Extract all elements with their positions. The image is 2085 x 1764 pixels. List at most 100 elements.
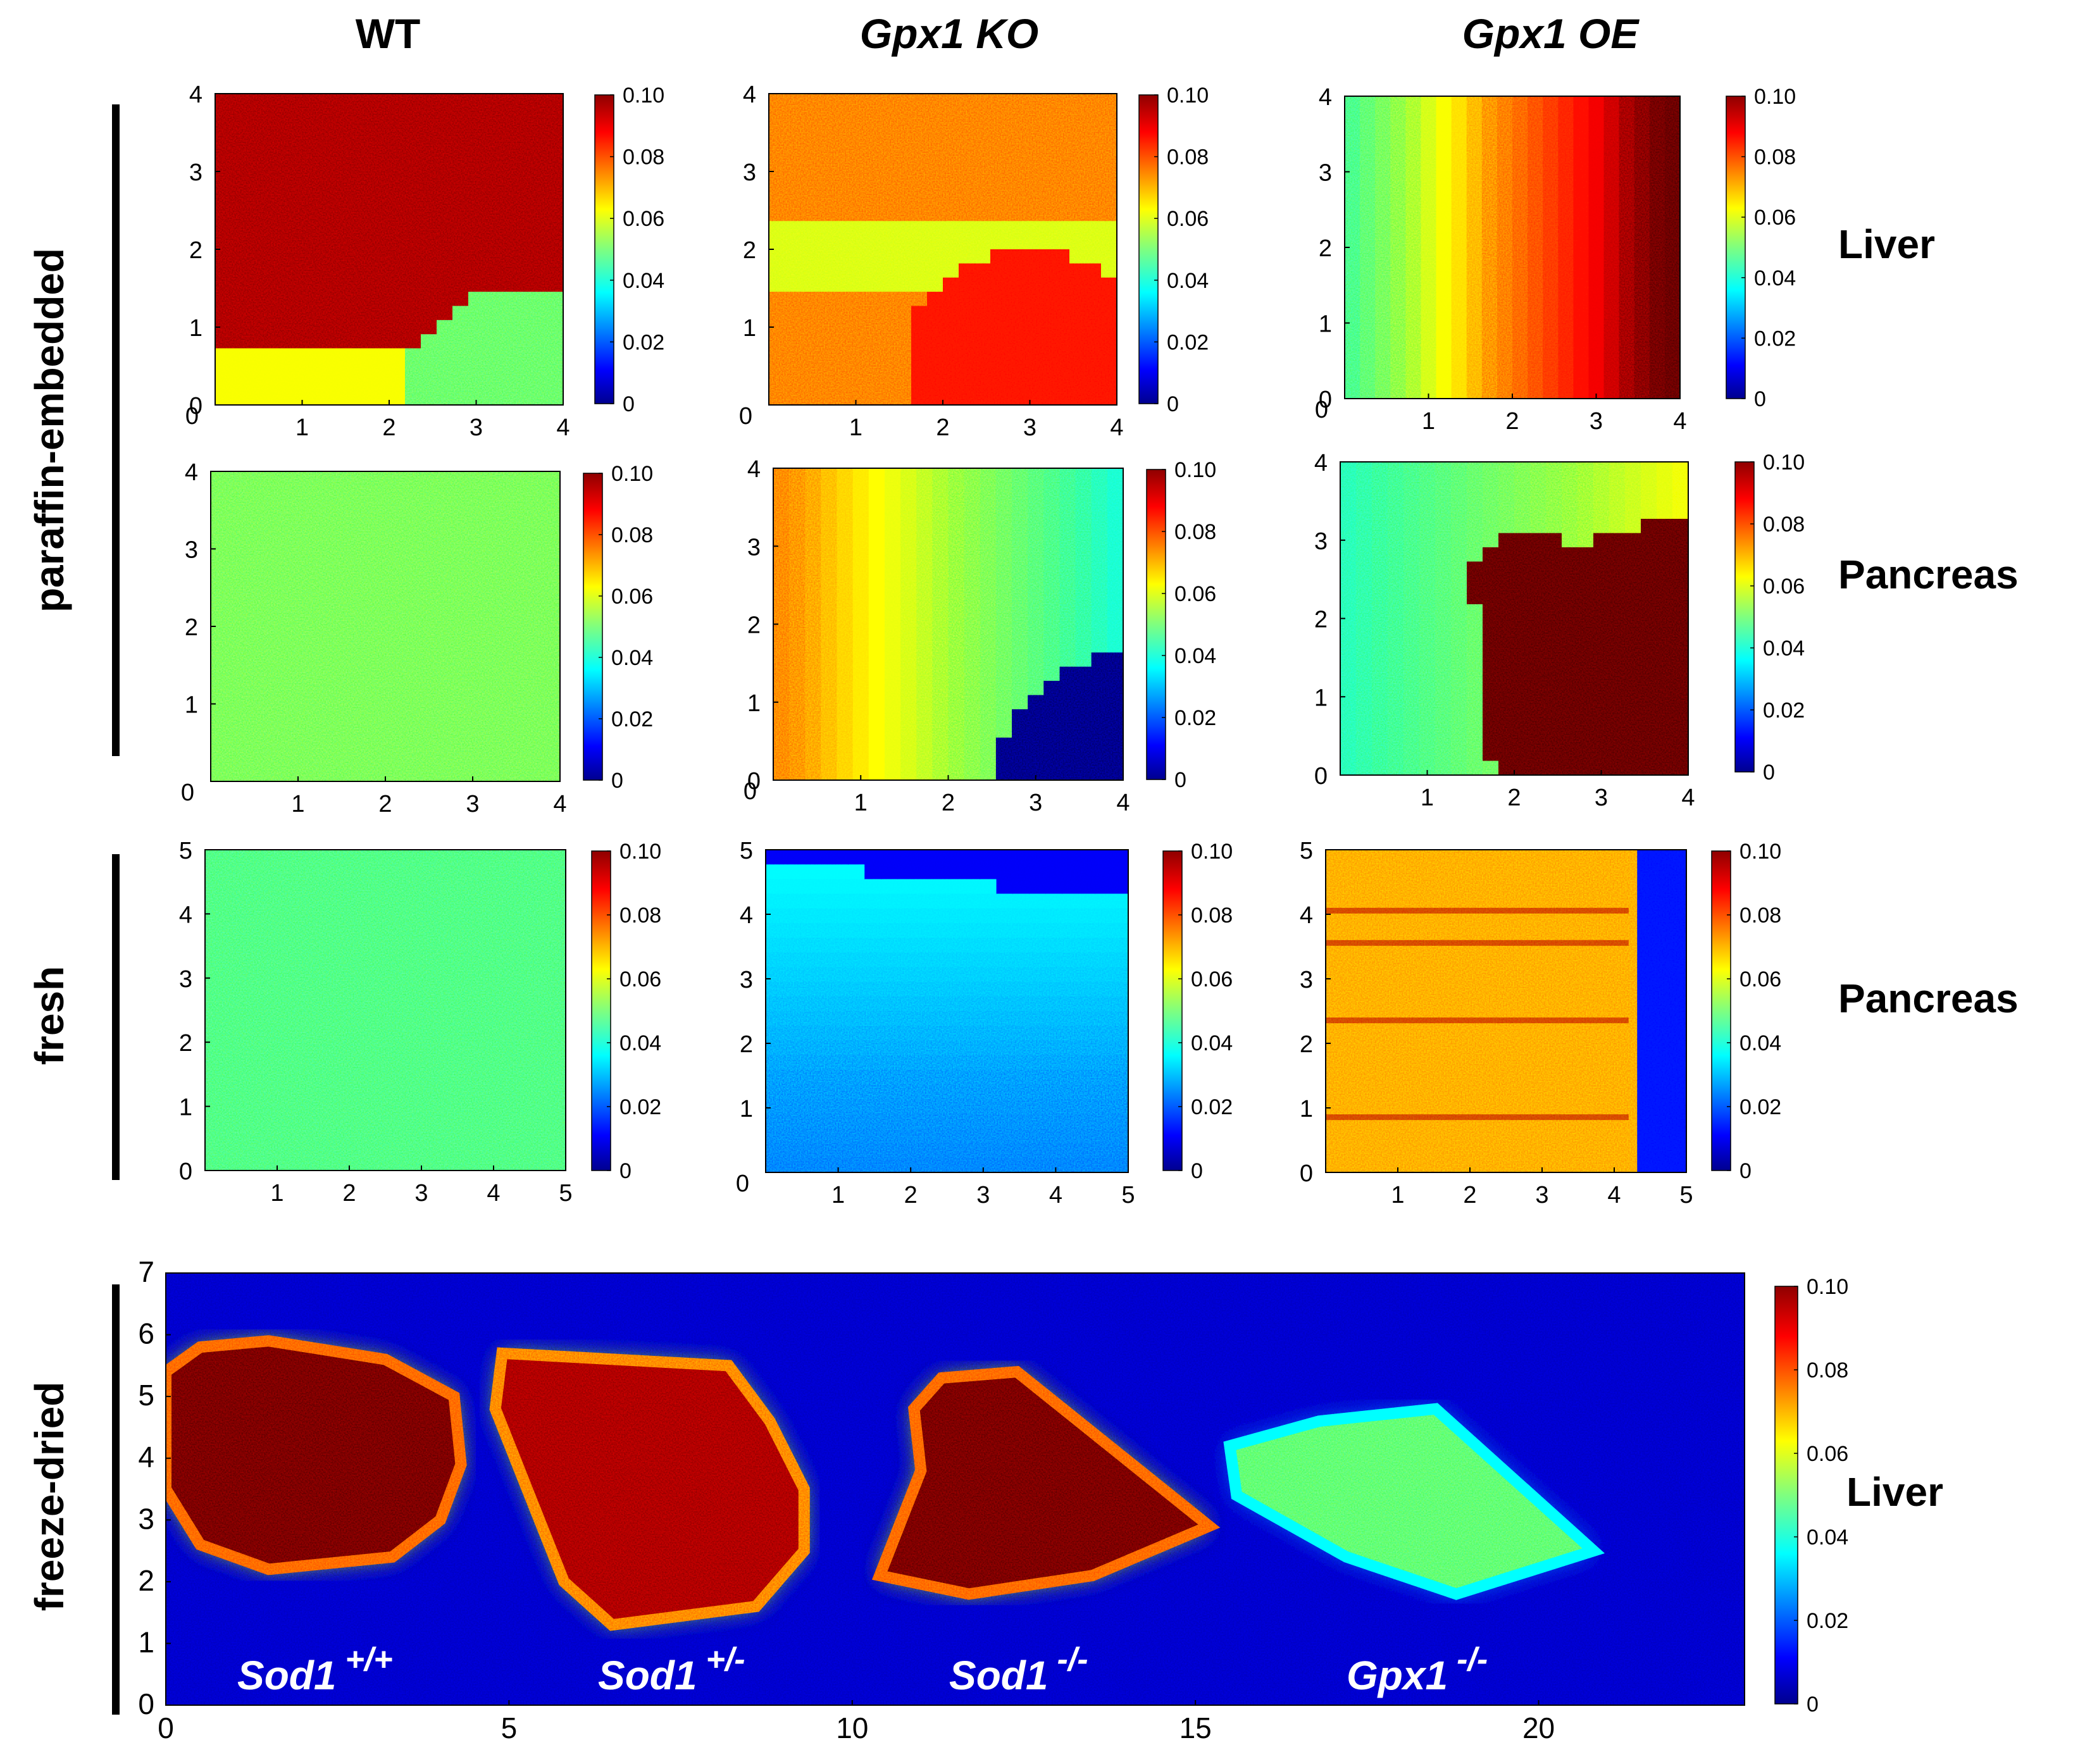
heatmap-cell	[500, 1126, 518, 1142]
heatmap-cell	[1054, 263, 1070, 278]
heatmap-cell	[452, 306, 469, 321]
heatmap-cell	[549, 850, 566, 865]
heatmap-cell	[1419, 604, 1436, 619]
heatmap-cell	[484, 108, 501, 123]
heatmap-cell	[927, 249, 943, 264]
heatmap-cell	[1609, 547, 1626, 562]
y-tick-label: 4	[1314, 450, 1328, 476]
heatmap-cell	[1075, 581, 1092, 597]
heatmap-cell	[278, 164, 295, 179]
heatmap-cell	[1528, 316, 1543, 331]
heatmap-cell	[449, 626, 466, 642]
heatmap-cell	[990, 306, 1007, 321]
heatmap-cell	[373, 121, 390, 137]
heatmap-cell	[848, 908, 865, 924]
heatmap-cell	[437, 150, 453, 165]
heatmap-cell	[881, 879, 899, 895]
heatmap-cell	[1345, 289, 1360, 303]
heatmap-cell	[959, 221, 975, 236]
heatmap-cell	[1407, 1040, 1425, 1056]
heatmap-cell	[980, 766, 997, 781]
heatmap-cell	[1573, 123, 1590, 138]
heatmap-cell	[1391, 967, 1409, 983]
heatmap-cell	[274, 753, 291, 768]
heatmap-cell	[832, 277, 849, 292]
heatmap-cell	[963, 981, 981, 997]
heatmap-cell	[1522, 879, 1540, 895]
heatmap-cell	[254, 879, 271, 894]
heatmap-cell	[500, 192, 516, 208]
heatmap-cell	[1340, 618, 1357, 633]
heatmap-cell	[342, 292, 358, 307]
heatmap-cell	[900, 496, 917, 511]
heatmap-cell	[1388, 618, 1404, 633]
heatmap-cell	[468, 164, 485, 179]
heatmap-cell	[237, 1083, 255, 1098]
heatmap-cell	[1538, 1040, 1556, 1056]
heatmap-cell	[1112, 922, 1129, 938]
heatmap-cell	[1451, 220, 1467, 234]
heatmap-cell	[294, 390, 311, 406]
heatmap-cell	[1419, 533, 1436, 548]
heatmap-cell	[852, 553, 869, 568]
heatmap-cell	[1405, 385, 1422, 399]
heatmap-cell	[532, 150, 548, 165]
heatmap-cell	[1625, 690, 1641, 705]
heatmap-cell	[1451, 761, 1467, 776]
heatmap-cell	[1407, 893, 1425, 909]
heatmap-cell	[1481, 109, 1498, 125]
heatmap-cell	[1578, 490, 1594, 506]
heatmap-cell	[484, 249, 501, 264]
heatmap-cell	[1604, 893, 1622, 909]
heatmap-cell	[306, 640, 323, 655]
x-tick-label: 2	[378, 791, 392, 817]
heatmap-cell	[897, 1099, 915, 1115]
heatmap-cell	[1101, 277, 1117, 292]
heatmap-cell	[1528, 220, 1543, 234]
heatmap-cell	[864, 952, 882, 968]
heatmap-cell	[1062, 938, 1080, 953]
heatmap-cell	[1075, 525, 1092, 540]
heatmap-cell	[831, 1011, 849, 1026]
heatmap-cell	[528, 612, 545, 627]
heatmap-cell	[231, 320, 247, 335]
heatmap-cell	[927, 164, 943, 179]
heatmap-cell	[211, 556, 227, 571]
heatmap-cell	[544, 683, 561, 698]
heatmap-cell	[782, 1143, 799, 1158]
heatmap-cell	[421, 277, 437, 292]
heatmap-cell	[821, 468, 838, 483]
heatmap-cell	[1091, 610, 1108, 625]
heatmap-cell	[353, 668, 370, 683]
heatmap-cell	[963, 996, 981, 1012]
heatmap-cell	[433, 626, 450, 642]
heatmap-cell	[1483, 476, 1499, 491]
heatmap-cell	[337, 485, 354, 500]
heatmap-cell	[1375, 275, 1391, 289]
heatmap-cell	[1604, 1099, 1622, 1115]
heatmap-cell	[516, 966, 533, 982]
heatmap-cell	[1637, 952, 1654, 968]
heatmap-cell	[533, 1126, 550, 1142]
heatmap-cell	[864, 850, 882, 865]
y-tick-label: 3	[1300, 967, 1313, 993]
heatmap-cell	[800, 150, 817, 165]
heatmap-cell	[1498, 476, 1515, 491]
heatmap-cell	[1664, 178, 1681, 193]
heatmap-cell	[306, 711, 323, 726]
heatmap-cell	[483, 1024, 501, 1040]
heatmap-cell	[900, 468, 917, 483]
heatmap-cell	[974, 292, 991, 307]
heatmap-cell	[897, 1157, 915, 1173]
heatmap-cell	[516, 893, 533, 909]
heatmap-cell	[417, 697, 434, 712]
heatmap-cell	[1372, 604, 1388, 619]
heatmap-cell	[468, 136, 485, 151]
heatmap-cell	[769, 390, 785, 406]
heatmap-cell	[449, 556, 466, 571]
heatmap-cell	[1543, 137, 1559, 152]
x-tick-label: 2	[342, 1180, 356, 1207]
heatmap-cell	[1604, 879, 1622, 895]
heatmap-cell	[500, 922, 518, 938]
heatmap-cell	[1419, 718, 1436, 733]
